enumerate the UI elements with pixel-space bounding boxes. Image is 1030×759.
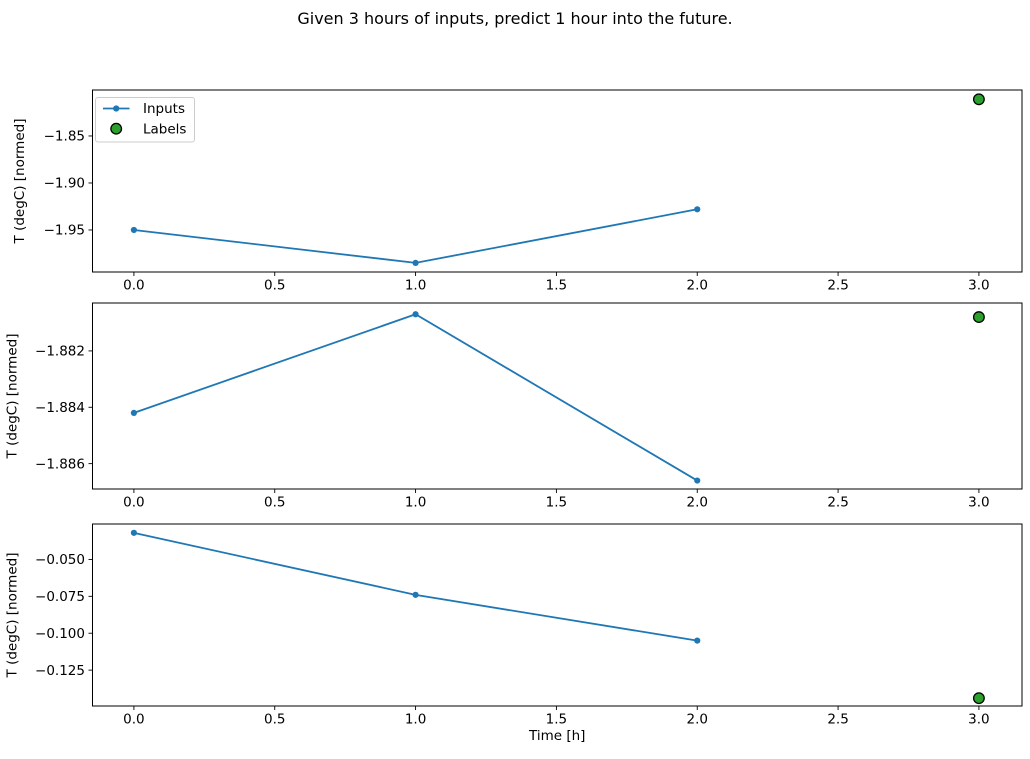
figure-title: Given 3 hours of inputs, predict 1 hour … bbox=[297, 9, 733, 28]
y-tick-label: −0.075 bbox=[35, 589, 85, 605]
subplot-1: 0.0 0.5 1.0 1.5 2.0 2.5 3.0 −1.85 −1.90 −1.95 T (d… bbox=[12, 89, 1023, 294]
x-tick-label: 0.5 bbox=[264, 495, 285, 511]
x-tick-label: 0.0 bbox=[123, 495, 144, 511]
inputs-marker bbox=[130, 409, 138, 417]
y-axis-label: T (degC) [normed] bbox=[5, 553, 21, 679]
legend-labels-label: Labels bbox=[143, 121, 186, 137]
x-tick-label: 2.0 bbox=[686, 495, 707, 511]
y-tick-label: −0.050 bbox=[35, 552, 85, 568]
x-axis-ticks: 0.0 0.5 1.0 1.5 2.0 2.5 3.0 bbox=[123, 272, 990, 294]
x-tick-label: 2.0 bbox=[686, 712, 707, 728]
y-axis-label: T (degC) [normed] bbox=[12, 119, 28, 245]
inputs-marker bbox=[130, 529, 138, 536]
axes-frame bbox=[92, 302, 1023, 490]
x-axis-ticks: 0.0 0.5 1.0 1.5 2.0 2.5 3.0 bbox=[123, 706, 990, 728]
x-tick-label: 3.0 bbox=[968, 495, 989, 511]
x-axis-label: Time [h] bbox=[528, 728, 585, 744]
x-tick-label: 3.0 bbox=[968, 712, 989, 728]
x-tick-label: 1.5 bbox=[546, 495, 567, 511]
inputs-marker bbox=[412, 259, 419, 266]
x-tick-label: 1.0 bbox=[405, 278, 426, 294]
legend-labels-marker-sample bbox=[110, 122, 123, 135]
x-tick-label: 3.0 bbox=[968, 278, 989, 294]
y-tick-label: −1.85 bbox=[44, 129, 85, 145]
x-tick-label: 0.5 bbox=[264, 712, 285, 728]
labels-marker bbox=[972, 692, 985, 705]
x-tick-label: 0.5 bbox=[264, 278, 285, 294]
legend-inputs-label: Inputs bbox=[143, 101, 185, 117]
labels-marker bbox=[972, 93, 985, 106]
y-axis-label: T (degC) [normed] bbox=[5, 334, 21, 460]
y-axis-ticks: −1.85 −1.90 −1.95 bbox=[44, 129, 93, 239]
y-tick-label: −1.886 bbox=[35, 456, 85, 472]
x-tick-label: 0.0 bbox=[123, 278, 144, 294]
x-tick-label: 1.0 bbox=[405, 712, 426, 728]
subplot-2: 0.0 0.5 1.0 1.5 2.0 2.5 3.0 −1.882 −1.884 −1.886 T… bbox=[5, 302, 1023, 511]
y-tick-label: −1.884 bbox=[35, 400, 85, 416]
legend: Inputs Labels bbox=[95, 97, 195, 143]
x-tick-label: 2.5 bbox=[827, 278, 848, 294]
inputs-marker bbox=[412, 311, 419, 318]
y-tick-label: −0.100 bbox=[35, 626, 85, 642]
y-tick-label: −1.95 bbox=[44, 223, 85, 239]
y-axis-ticks: −1.882 −1.884 −1.886 bbox=[35, 344, 93, 472]
subplot-3: 0.0 0.5 1.0 1.5 2.0 2.5 3.0−0.050−0.075−0.100−… bbox=[5, 523, 1023, 728]
x-tick-label: 2.5 bbox=[827, 495, 848, 511]
inputs-marker bbox=[130, 226, 138, 234]
labels-marker bbox=[972, 311, 985, 324]
y-axis-ticks: −0.050 −0.075 −0.100 −0.125 bbox=[35, 552, 93, 679]
x-tick-label: 1.5 bbox=[546, 712, 567, 728]
axes-frame bbox=[92, 89, 1023, 273]
x-tick-label: 2.0 bbox=[686, 278, 707, 294]
inputs-marker bbox=[694, 637, 701, 644]
inputs-line bbox=[133, 531, 699, 642]
inputs-marker bbox=[694, 477, 701, 484]
inputs-marker bbox=[412, 591, 419, 598]
legend-inputs-marker-sample bbox=[113, 105, 120, 112]
x-tick-label: 1.5 bbox=[546, 278, 567, 294]
inputs-line bbox=[133, 208, 699, 264]
inputs-marker bbox=[694, 206, 701, 213]
axes-frame bbox=[92, 523, 1023, 707]
y-tick-label: −0.125 bbox=[35, 663, 85, 679]
x-axis-ticks: 0.0 0.5 1.0 1.5 2.0 2.5 3.0 bbox=[123, 489, 990, 511]
x-tick-label: 2.5 bbox=[827, 712, 848, 728]
x-tick-label: 0.0 bbox=[123, 712, 144, 728]
y-tick-label: −1.882 bbox=[35, 344, 85, 360]
x-tick-label: 1.0 bbox=[405, 495, 426, 511]
y-tick-label: −1.90 bbox=[44, 176, 85, 192]
inputs-line bbox=[133, 313, 699, 482]
